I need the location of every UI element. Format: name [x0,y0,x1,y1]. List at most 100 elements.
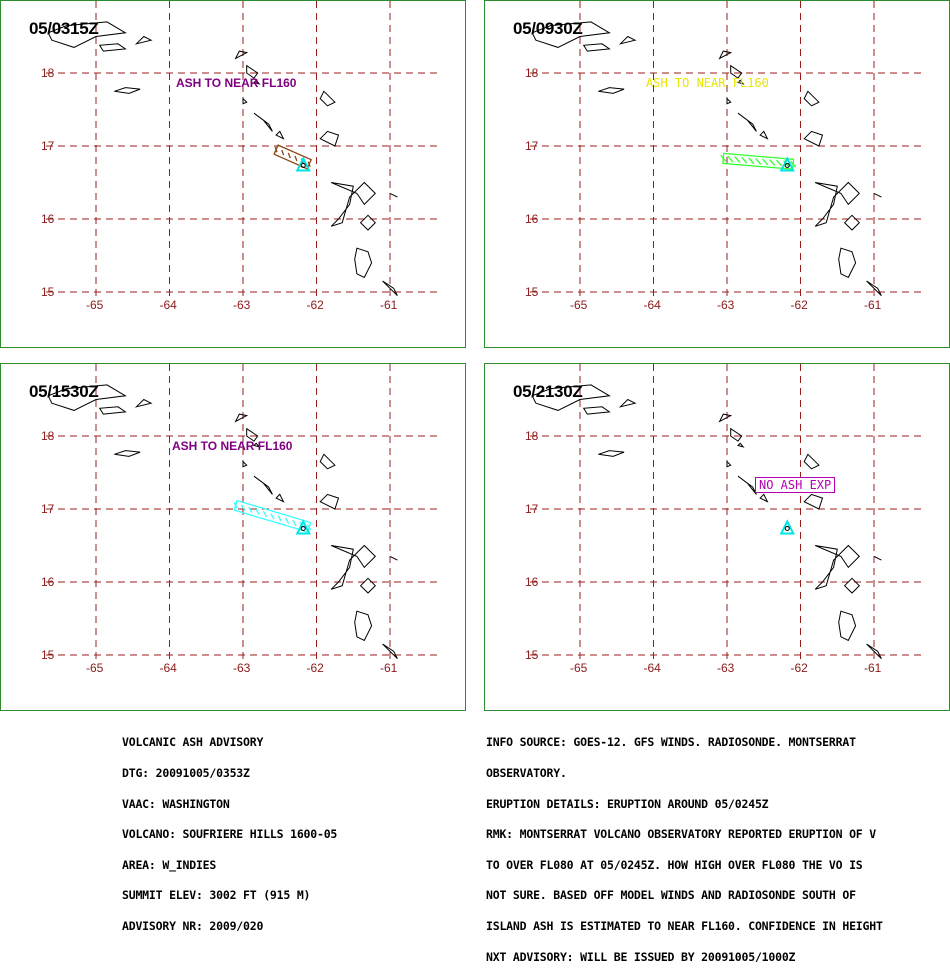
coastline [98,406,127,415]
coastline [843,577,861,594]
longitude-label: -64 [644,298,662,312]
advisory-line: DTG: 20091005/0353Z [122,766,250,780]
coastline [354,610,373,642]
ash-plume-hatch [240,504,246,511]
coastline [866,280,882,297]
advisory-line: AREA: W_INDIES [122,857,217,872]
coastline [598,87,625,94]
info-line: OBSERVATORY. [486,766,567,780]
latitude-label: 17 [41,139,55,153]
coastline [330,181,377,227]
ash-plume-hatch [762,158,769,166]
ash-plume-hatch [790,160,797,168]
map-panel-3: 18 17 16 15 -65 -64 -63 -62 -61 05/1530Z ASH TO … [0,363,466,711]
ash-plume-hatch [748,157,755,165]
info-line: INFO SOURCE: GOES-12. GFS WINDS. RADIOSO… [486,735,856,750]
longitude-label: -62 [307,298,325,312]
latitude-label: 16 [41,575,55,589]
map-canvas: 18 17 16 15 -65 -64 -63 -62 -61 [525,364,925,675]
coastline [389,192,398,198]
coastline [359,577,377,594]
map-canvas: 18 17 16 15 -65 -64 -63 -62 -61 [525,1,925,312]
latitude-label: 16 [525,212,539,226]
info-line: NXT ADVISORY: WILL BE ISSUED BY 20091005… [486,949,796,964]
coastline [582,43,611,52]
ash-plume-hatch [287,152,291,159]
latitude-label: 15 [41,285,55,299]
coastline [726,97,732,105]
ash-plume-hatch [281,149,285,156]
ash-plume-hatch [720,155,727,162]
longitude-label: -62 [791,298,809,312]
ash-plume-hatch [776,159,783,167]
advisory-line: VOLCANO: SOUFRIERE HILLS 1600-05 [122,827,338,842]
longitude-label: -64 [160,661,178,675]
coastline [242,460,248,468]
coastline [242,97,248,105]
no-ash-expected-box: NO ASH EXP [755,477,836,493]
latitude-label: 15 [525,285,539,299]
coastline [737,442,745,448]
latitude-label: 16 [525,575,539,589]
coastline [737,475,757,495]
coastline [726,460,732,468]
coastline [866,643,882,660]
info-line: NOT SURE. BASED OFF MODEL WINDS AND RADI… [486,888,856,903]
montserrat-island [784,162,790,168]
coastline [873,555,882,561]
coastline [730,427,743,442]
panel-time-label: 05/0930Z [513,19,583,38]
coastline [582,406,611,415]
longitude-label: -61 [380,298,398,312]
map-panel-2: 18 17 16 15 -65 -64 -63 -62 -61 05/0930Z ASH TO … [484,0,950,348]
advisory-header: VOLCANIC ASH ADVISORY DTG: 20091005/0353… [122,717,337,941]
longitude-label: -61 [864,298,882,312]
ash-plume-hatch [769,159,776,166]
longitude-label: -62 [307,661,325,675]
ash-plume-hatch [294,155,298,162]
info-line: ISLAND ASH IS ESTIMATED TO NEAR FL160. C… [486,918,883,933]
coastline [389,555,398,561]
coastline [319,493,340,510]
panel-time-label: 05/2130Z [513,382,583,401]
ash-plume-outline [273,144,313,170]
coastline [275,130,285,140]
montserrat-island [784,525,790,531]
latitude-label: 18 [41,66,55,80]
info-line: RMK: MONTSERRAT VOLCANO OBSERVATORY REPO… [486,827,876,842]
latitude-label: 18 [525,429,539,443]
longitude-label: -61 [380,661,398,675]
longitude-label: -64 [160,298,178,312]
map-panel-4: 18 17 16 15 -65 -64 -63 -62 -61 05/2130Z NO ASH … [484,363,950,711]
coastline [253,475,273,495]
coastline [47,21,127,48]
ash-plume-hatch [292,519,297,526]
ash-plume-hatch [277,515,282,522]
advisory-info: INFO SOURCE: GOES-12. GFS WINDS. RADIOSO… [486,717,950,972]
coastline [134,398,153,408]
coastline [234,50,249,60]
coastline [319,130,340,147]
map-canvas: 18 17 16 15 -65 -64 -63 -62 -61 [41,1,441,312]
longitude-label: -62 [791,661,809,675]
ash-plume-hatch [255,508,260,516]
latitude-label: 15 [41,648,55,662]
coastline [737,112,757,132]
advisory-line: SUMMIT ELEV: 3002 FT (915 M) [122,888,311,903]
map-panel-1: 18 17 16 15 -65 -64 -63 -62 -61 05/0315Z ASH TO … [0,0,466,348]
ash-height-label: ASH TO NEAR FL160 [176,76,297,90]
coastline [246,64,259,79]
coastline [531,21,611,48]
ash-plume-hatch [262,510,268,518]
coastline [114,450,141,457]
coastline [718,50,733,60]
ash-height-label: ASH TO NEAR FL160 [646,76,769,90]
ash-plume-hatch [741,156,748,164]
longitude-label: -63 [233,298,251,312]
longitude-label: -61 [864,661,882,675]
coastline [47,384,127,411]
ash-plume-hatch [274,146,278,153]
coastline [838,610,857,642]
coastline [843,214,861,231]
coastline [598,450,625,457]
